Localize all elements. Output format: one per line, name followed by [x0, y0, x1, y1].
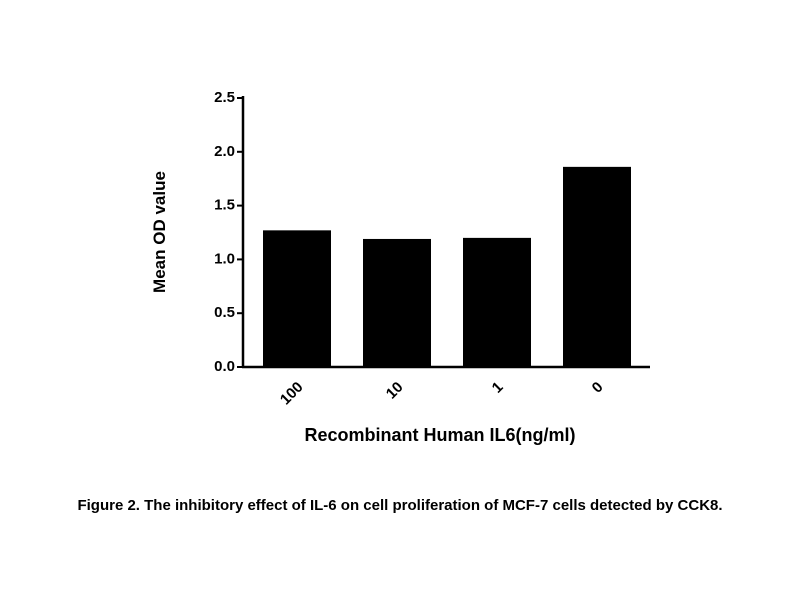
bar — [263, 230, 331, 367]
y-tick-label: 2.0 — [214, 143, 235, 160]
y-tick-label: 1.0 — [214, 250, 235, 267]
y-tick-label: 1.5 — [214, 197, 235, 214]
caption: Figure 2. The inhibitory effect of IL-6 … — [77, 497, 722, 514]
x-tick-label: 0 — [589, 379, 607, 397]
y-tick-label: 0.0 — [214, 358, 235, 375]
bar — [463, 237, 531, 367]
x-tick-label: 10 — [383, 379, 407, 403]
y-axis-label: Mean OD value — [150, 171, 169, 293]
x-tick-label: 100 — [277, 379, 307, 409]
y-tick-label: 0.5 — [214, 304, 235, 321]
bar — [563, 166, 631, 367]
x-axis-label: Recombinant Human IL6(ng/ml) — [304, 425, 575, 445]
y-tick-label: 2.5 — [214, 89, 235, 106]
bar — [363, 238, 431, 367]
x-tick-label: 1 — [489, 379, 507, 397]
